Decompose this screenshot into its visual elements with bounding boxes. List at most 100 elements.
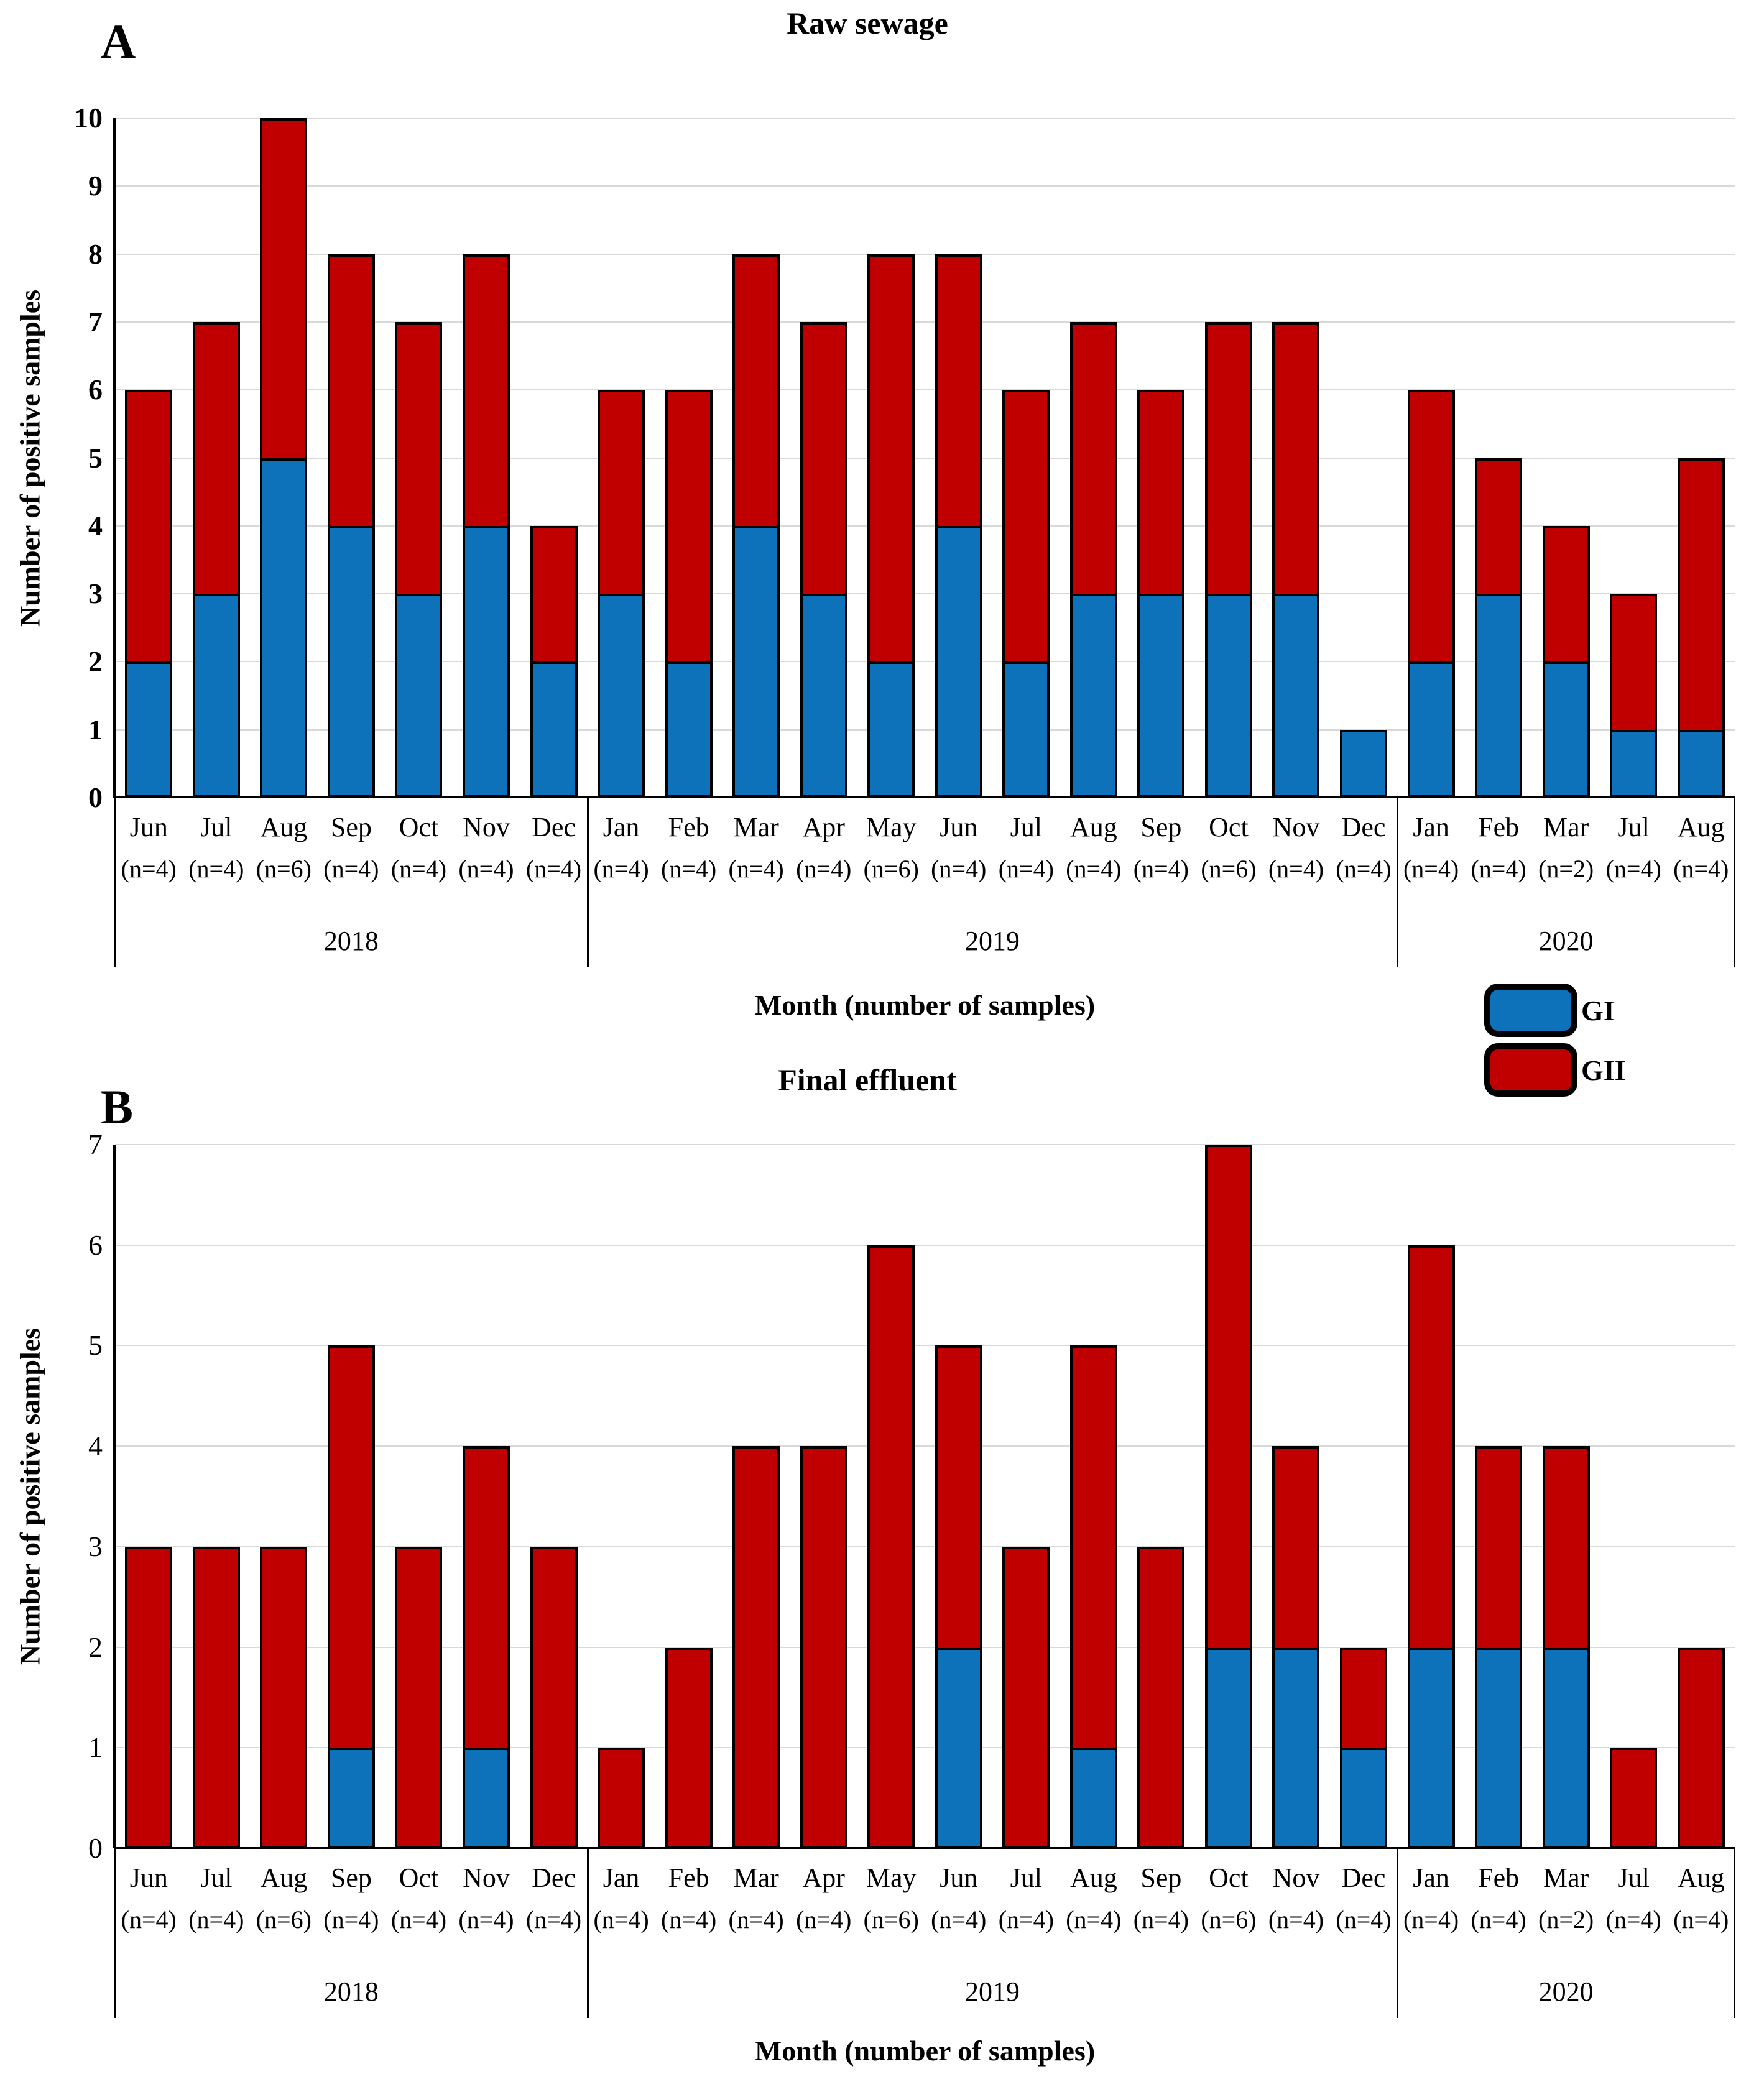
y-tick-label: 6 [88,1228,103,1261]
x-tick-sample-count: (n=4) [796,1906,852,1933]
chart-b-y-axis-label: Number of positive samples [14,1327,46,1666]
bar-segment-gii [867,1245,915,1848]
y-tick-label: 9 [88,170,103,202]
bar-segment-gii [935,1345,982,1650]
x-tick-sample-count: (n=4) [593,1906,649,1933]
y-tick-label: 7 [88,1128,103,1160]
bar-segment-gii [1002,390,1050,665]
x-tick-month: Jan [1413,812,1449,842]
x-tick-sample-count: (n=4) [1605,1906,1661,1933]
bar-segment-gii [1542,1446,1590,1650]
chart-b-x-axis-label: Month (number of samples) [754,2035,1096,2067]
gridline [115,729,1735,731]
x-tick-sample-count: (n=4) [1403,855,1459,883]
x-tick-month: Dec [1341,1863,1386,1893]
year-label: 2018 [323,1976,379,2007]
year-label: 2019 [965,926,1020,956]
bar-segment-gii [1137,390,1185,597]
x-tick-month: Feb [668,1863,709,1893]
x-tick-month: Mar [733,812,779,842]
gridline [115,661,1735,663]
legend: GI GII [1484,984,1758,1108]
x-tick-sample-count: (n=4) [1673,1906,1729,1933]
x-tick-sample-count: (n=4) [796,855,852,883]
x-tick-month: Mar [1543,812,1589,842]
year-divider-line [1397,1848,1399,2018]
x-tick-sample-count: (n=4) [1133,855,1189,883]
y-tick-label: 1 [88,713,103,745]
bar-segment-gi [260,458,308,798]
bar-segment-gi [1204,1647,1252,1848]
x-axis-line [115,796,1735,798]
panel-label-a: A [101,14,136,68]
gridline [115,525,1735,527]
bar-segment-gii [1610,594,1658,732]
gridline [115,1445,1735,1447]
bar-segment-gii [732,254,780,528]
bar-segment-gii [1069,1345,1117,1751]
x-tick-month: Jul [1617,1863,1650,1893]
chart-b-plot-area: 0 1 2 3 4 5 6 7 Jun (n=4) Jul (n=4) Aug (n=6) Sep (n=4)… [88,1128,1735,2018]
x-tick-sample-count: (n=4) [728,855,784,883]
y-tick-label: 2 [88,645,103,678]
gridline [115,1747,1735,1749]
bar-segment-gi [395,594,443,798]
x-tick-sample-count: (n=4) [1471,1906,1526,1933]
bar-segment-gi [1204,594,1252,798]
bar-segment-gi [327,1748,375,1848]
panel-label-b: B [101,1080,134,1134]
chart-a-title: Raw sewage [787,6,948,40]
x-tick-month: Dec [532,812,576,842]
x-tick-sample-count: (n=4) [660,1906,717,1933]
bar-segment-gi [1069,1748,1117,1848]
x-tick-month: Jul [200,1863,233,1893]
y-tick-label: 6 [88,374,103,406]
bar-segment-gii [192,1546,240,1848]
bar-segment-gii [1407,1245,1455,1650]
x-tick-month: Oct [1209,1863,1249,1893]
bar-segment-gii [125,1546,173,1848]
x-tick-month: Apr [802,812,845,842]
bar-segment-gii [395,321,443,597]
gridline [115,118,1735,119]
bar-segment-gii [800,321,847,597]
x-tick-sample-count: (n=4) [1605,855,1661,883]
bar-segment-gii [1407,390,1455,665]
x-tick-sample-count: (n=4) [323,1906,379,1933]
gridline [115,389,1735,391]
bar-segment-gi [462,525,510,798]
x-tick-month: May [866,812,917,842]
year-divider-line [114,1848,116,2018]
x-tick-month: Oct [1209,812,1249,842]
bar-segment-gii [462,254,510,528]
x-tick-month: Aug [260,1863,308,1893]
x-tick-month: Sep [1140,812,1182,842]
bar-segment-gi [125,661,173,798]
x-tick-month: Sep [1140,1863,1182,1893]
bar-segment-gi [530,661,578,798]
bar-segment-gi [935,525,982,798]
x-tick-sample-count: (n=4) [728,1906,784,1933]
year-divider-line [1734,1848,1735,2018]
bar-segment-gii [1340,1647,1388,1751]
x-tick-month: Feb [1478,812,1520,842]
y-axis-line [113,1145,116,1848]
bar-segment-gii [665,390,713,665]
x-tick-sample-count: (n=4) [188,855,244,883]
x-tick-sample-count: (n=2) [1538,1906,1594,1933]
x-tick-sample-count: (n=4) [931,855,987,883]
bar-segment-gii [1677,1647,1725,1848]
bar-segment-gi [1475,1647,1523,1848]
legend-item-gi: GI [1484,984,1615,1037]
gridline [115,1646,1735,1648]
gii-color-swatch [1484,1043,1577,1097]
gridline [115,1244,1735,1246]
bar-segment-gii [530,1546,578,1848]
year-label: 2020 [1538,926,1594,956]
bar-segment-gii [462,1446,510,1751]
bar-segment-gii [395,1546,443,1848]
x-tick-month: Sep [330,812,372,842]
x-tick-month: Jul [1010,812,1042,842]
y-tick-label: 0 [88,781,103,813]
